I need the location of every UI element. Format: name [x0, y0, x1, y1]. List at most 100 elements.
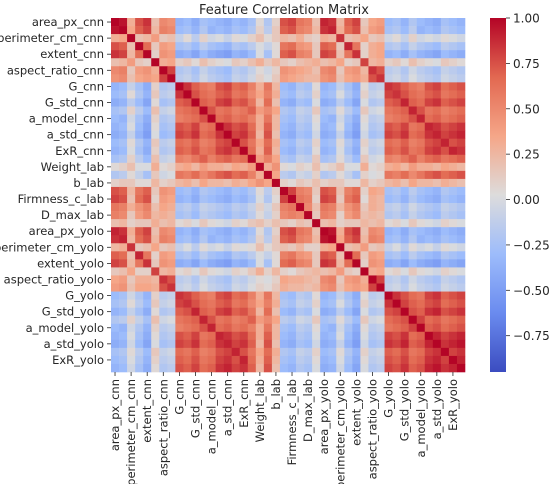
- heatmap-cell: [223, 90, 232, 99]
- heatmap-cell: [304, 58, 313, 67]
- heatmap-cell: [191, 283, 200, 292]
- heatmap-cell: [432, 50, 442, 59]
- heatmap-cell: [127, 219, 136, 228]
- heatmap-cell: [119, 58, 128, 67]
- heatmap-cell: [215, 235, 224, 244]
- heatmap-cell: [424, 98, 434, 107]
- heatmap-cell: [440, 291, 450, 300]
- heatmap-cell: [424, 146, 434, 156]
- heatmap-cell: [416, 178, 426, 188]
- heatmap-cell: [271, 90, 281, 99]
- heatmap-cell: [440, 275, 450, 284]
- heatmap-cell: [119, 227, 128, 236]
- heatmap-cell: [239, 170, 249, 180]
- heatmap-cell: [320, 26, 329, 35]
- heatmap-cell: [279, 259, 289, 268]
- heatmap-cell: [440, 18, 450, 27]
- heatmap-cell: [400, 178, 409, 188]
- heatmap-cell: [191, 50, 200, 59]
- heatmap-cell: [424, 347, 434, 357]
- heatmap-cell: [239, 267, 249, 276]
- heatmap-cell: [288, 203, 297, 212]
- x-tick-label: ExR_cnn: [237, 379, 251, 428]
- heatmap-cell: [288, 162, 297, 172]
- heatmap-cell: [239, 299, 249, 308]
- heatmap-cell: [151, 50, 160, 59]
- heatmap-cell: [408, 339, 418, 349]
- heatmap-cell: [392, 299, 401, 308]
- heatmap-cell: [127, 114, 136, 123]
- heatmap-cell: [392, 34, 401, 43]
- heatmap-cell: [271, 146, 281, 156]
- heatmap-cell: [231, 138, 241, 148]
- heatmap-cell: [175, 50, 184, 59]
- heatmap-cell: [400, 307, 409, 316]
- heatmap-cell: [271, 58, 281, 67]
- heatmap-cell: [312, 178, 321, 188]
- heatmap-cell: [207, 146, 216, 156]
- heatmap-cell: [400, 251, 409, 260]
- heatmap-cell: [312, 98, 321, 107]
- heatmap-cell: [328, 331, 337, 341]
- heatmap-cell: [312, 74, 321, 83]
- heatmap-cell: [247, 331, 257, 341]
- heatmap-cell: [352, 146, 361, 156]
- heatmap-cell: [456, 219, 466, 228]
- heatmap-cell: [304, 243, 313, 252]
- heatmap-cell: [223, 106, 232, 115]
- heatmap-cell: [392, 331, 401, 341]
- heatmap-cell: [408, 178, 418, 188]
- heatmap-cell: [432, 98, 442, 107]
- heatmap-cell: [304, 106, 313, 115]
- heatmap-cell: [271, 106, 281, 115]
- heatmap-cell: [344, 138, 353, 148]
- y-tick-label: ExR_yolo: [52, 353, 104, 367]
- heatmap-cell: [416, 170, 426, 180]
- heatmap-cell: [119, 122, 128, 131]
- heatmap-cell: [215, 82, 224, 91]
- heatmap-cell: [328, 211, 337, 220]
- heatmap-cell: [392, 18, 401, 27]
- heatmap-cell: [304, 291, 313, 300]
- heatmap-cell: [360, 363, 369, 373]
- heatmap-cell: [408, 323, 418, 333]
- heatmap-cell: [376, 363, 385, 373]
- heatmap-cell: [424, 227, 434, 236]
- heatmap-cell: [231, 227, 241, 236]
- heatmap-cell: [360, 82, 369, 91]
- heatmap-cell: [159, 275, 168, 284]
- heatmap-cell: [448, 138, 458, 148]
- heatmap-cell: [312, 347, 321, 357]
- heatmap-cell: [296, 114, 305, 123]
- heatmap-cell: [328, 122, 337, 131]
- heatmap-cell: [288, 146, 297, 156]
- heatmap-cell: [400, 259, 409, 268]
- heatmap-cell: [368, 90, 377, 99]
- heatmap-cell: [175, 355, 184, 365]
- heatmap-cell: [304, 138, 313, 148]
- heatmap-cell: [231, 299, 241, 308]
- heatmap-cell: [328, 347, 337, 357]
- heatmap-cell: [416, 195, 426, 204]
- heatmap-cell: [183, 138, 192, 148]
- heatmap-cell: [223, 299, 232, 308]
- heatmap-cell: [191, 251, 200, 260]
- heatmap-cell: [191, 146, 200, 156]
- heatmap-cell: [400, 26, 409, 35]
- heatmap-cell: [191, 138, 200, 148]
- heatmap-cell: [247, 146, 257, 156]
- heatmap-cell: [432, 114, 442, 123]
- heatmap-cell: [263, 90, 273, 99]
- heatmap-cell: [368, 58, 377, 67]
- heatmap-cell: [207, 122, 216, 131]
- heatmap-cell: [352, 90, 361, 99]
- heatmap-cell: [344, 203, 353, 212]
- heatmap-cell: [183, 227, 192, 236]
- heatmap-cell: [255, 34, 265, 43]
- heatmap-cell: [127, 154, 136, 164]
- heatmap-cell: [239, 114, 249, 123]
- heatmap-cell: [175, 178, 184, 188]
- heatmap-cell: [328, 315, 337, 325]
- heatmap-cell: [263, 227, 273, 236]
- heatmap-cell: [320, 98, 329, 107]
